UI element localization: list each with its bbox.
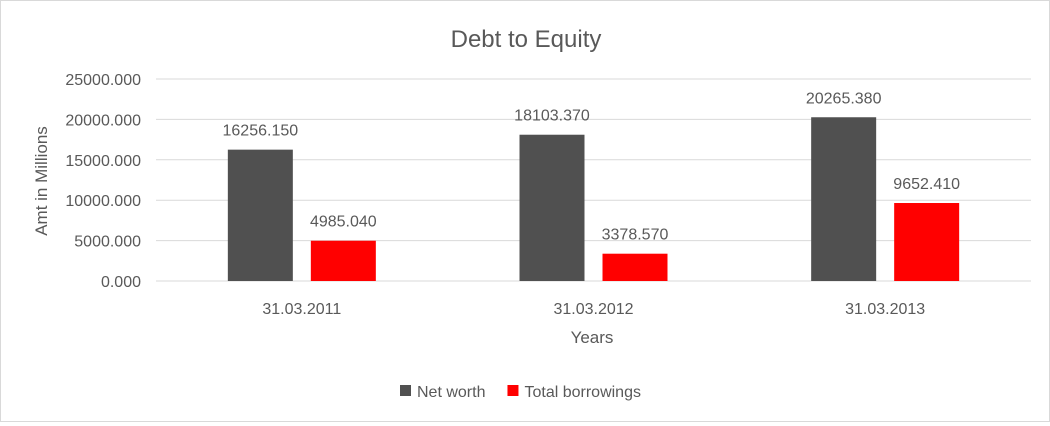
y-tick-label: 0.000 [101,274,141,291]
data-label: 16256.150 [223,123,299,140]
bar-total-borrowings [602,253,668,281]
data-label: 4985.040 [310,214,377,231]
chart-title: Debt to Equity [451,26,602,53]
data-label: 20265.380 [806,90,882,107]
x-tick-label: 31.03.2011 [262,301,341,318]
x-tick-label: 31.03.2012 [553,301,633,318]
bar-net-worth [811,117,877,281]
y-tick-label: 10000.000 [65,193,141,210]
data-label: 18103.370 [514,108,590,125]
x-tick-label: 31.03.2013 [845,301,925,318]
bar-total-borrowings [310,240,376,281]
legend-label: Total borrowings [524,384,641,401]
y-tick-label: 20000.000 [65,112,141,129]
bar-net-worth [227,149,293,281]
bar-total-borrowings [894,203,960,281]
y-tick-label: 15000.000 [65,153,141,170]
data-label: 3378.570 [602,227,669,244]
y-tick-label: 5000.000 [74,234,141,251]
legend-swatch [400,385,411,396]
x-axis-label: Years [571,328,614,347]
y-tick-label: 25000.000 [65,72,141,89]
bar-net-worth [519,134,585,281]
data-label: 9652.410 [893,176,960,193]
legend-swatch [507,385,519,396]
legend-label: Net worth [417,384,485,401]
y-axis-label: Amt in Millions [32,126,51,236]
